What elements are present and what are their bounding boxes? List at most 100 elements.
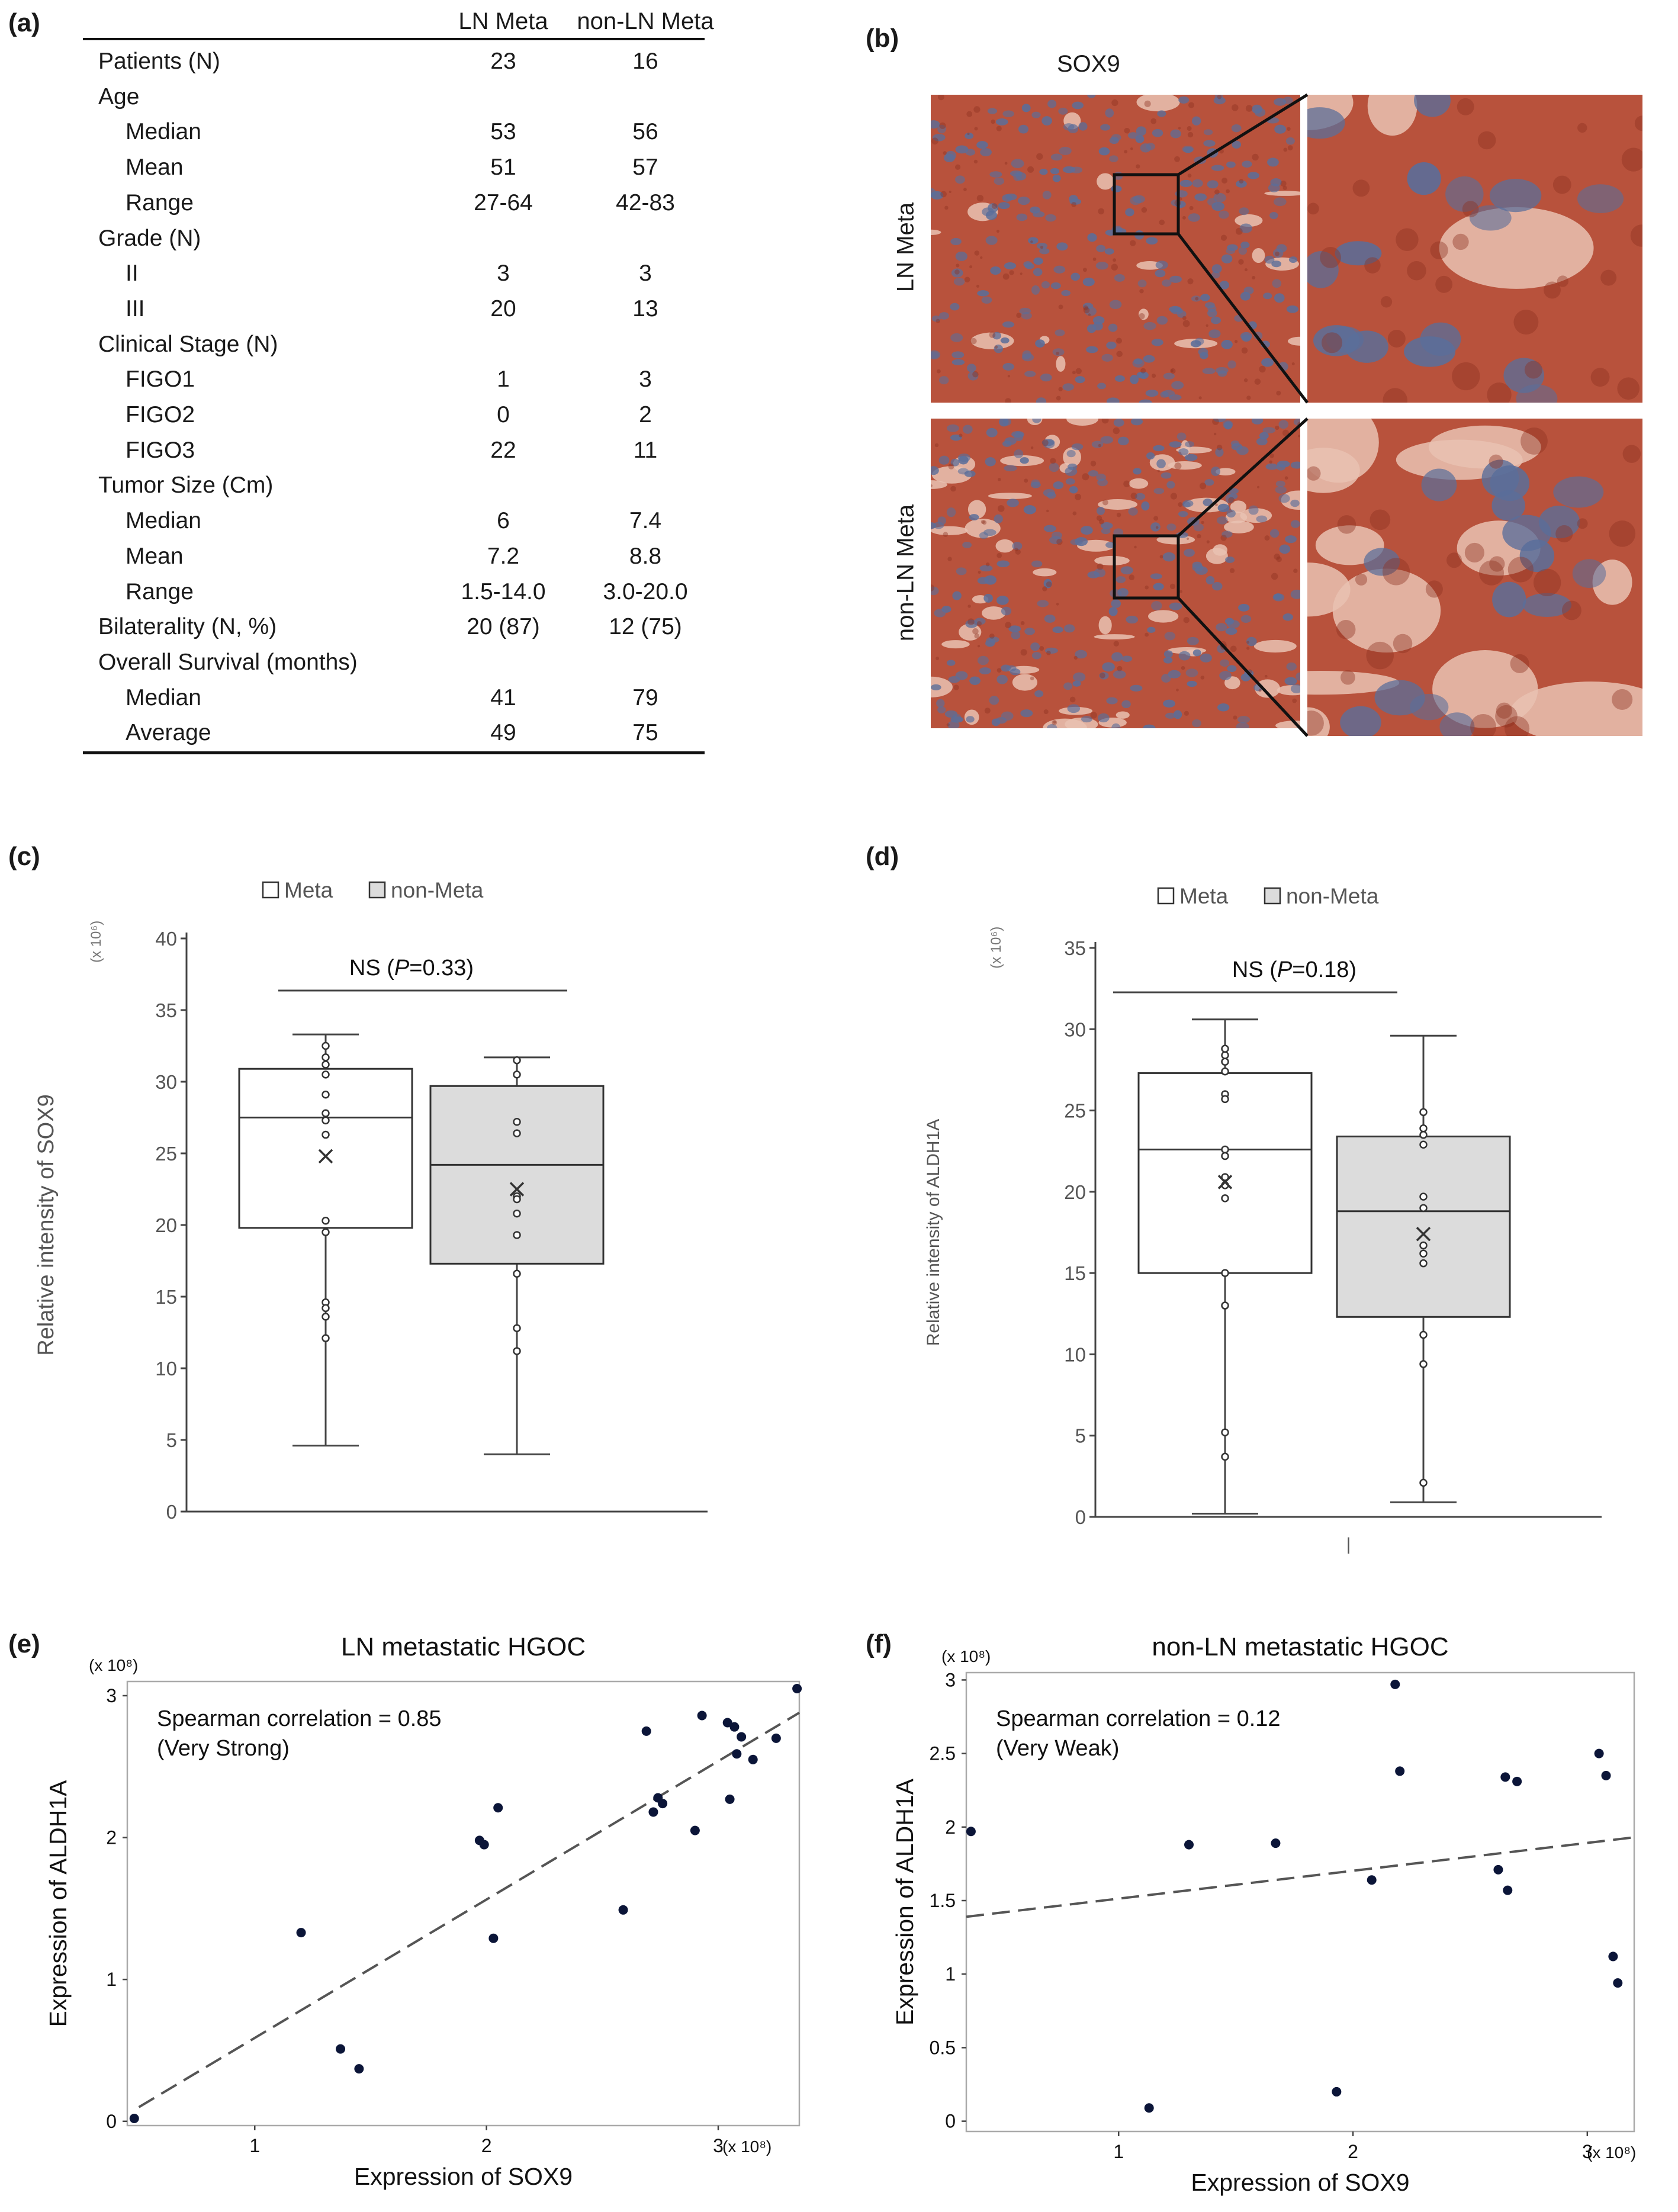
table-row-label: Bilaterality (N, %) — [98, 614, 277, 640]
cell-nucleus — [1117, 436, 1129, 446]
cell-nucleus — [1069, 198, 1082, 205]
data-point — [1221, 1173, 1229, 1181]
cell-nucleus — [931, 466, 939, 475]
cell-nucleus — [1070, 539, 1083, 545]
cell-nucleus — [1269, 529, 1280, 538]
cell-nucleus — [1239, 207, 1249, 216]
cell-nucleus — [986, 427, 998, 438]
cell-nucleus — [1274, 124, 1287, 134]
cell-nucleus — [1164, 632, 1176, 641]
stain-granule — [1380, 296, 1393, 308]
cell-nucleus — [1059, 146, 1072, 155]
cell-nucleus — [1290, 684, 1300, 693]
trend-line — [138, 1711, 801, 2108]
y-tick-label: 10 — [155, 1358, 177, 1380]
cell-nucleus — [1259, 432, 1269, 440]
stain-granule — [1577, 123, 1587, 133]
chart-title: LN metastatic HGOC — [341, 1632, 586, 1661]
stain-granule — [1320, 247, 1341, 268]
stroma-gap — [1432, 650, 1538, 728]
stain-granule — [1215, 503, 1218, 506]
cell-nucleus — [1211, 271, 1220, 279]
stain-granule — [1630, 224, 1642, 247]
stain-granule — [1276, 390, 1281, 396]
stain-granule — [964, 276, 970, 283]
cell-nucleus — [977, 290, 989, 297]
zoom-line-ln-bottom — [1177, 233, 1309, 404]
stain-granule — [1257, 486, 1260, 488]
cell-nucleus — [1004, 465, 1017, 472]
stain-granule — [1046, 509, 1049, 513]
cell-nucleus — [1176, 432, 1187, 441]
cell-nucleus — [1092, 316, 1105, 324]
legend-label-meta: Meta — [1179, 884, 1229, 908]
data-point — [641, 1726, 651, 1736]
cell-nucleus — [1101, 528, 1111, 535]
y-tick-label: 35 — [155, 999, 177, 1021]
stain-granule — [1098, 443, 1101, 448]
cell-nucleus — [1221, 339, 1233, 349]
stain-granule — [1056, 603, 1059, 606]
cell-nucleus — [1143, 355, 1155, 363]
cell-nucleus — [1113, 670, 1126, 679]
data-point — [513, 1195, 521, 1204]
cell-nucleus — [1236, 722, 1249, 728]
cell-nucleus — [1286, 662, 1297, 671]
stain-granule — [1228, 497, 1235, 504]
cell-nucleus — [1156, 459, 1166, 468]
data-point — [1419, 1478, 1428, 1487]
stain-granule — [1198, 396, 1202, 400]
cell-nucleus — [1130, 419, 1143, 426]
data-point — [322, 1116, 330, 1125]
cell-nucleus — [1128, 132, 1139, 139]
stroma-gap — [1367, 95, 1417, 136]
y-axis-unit: (x 10⁶) — [988, 927, 1004, 969]
cell-nucleus — [931, 586, 939, 596]
stain-granule — [1041, 439, 1049, 446]
cell-nucleus — [931, 315, 941, 322]
legend-swatch-non-meta — [1264, 887, 1281, 905]
stain-granule — [1090, 461, 1097, 467]
stain-granule — [1030, 676, 1034, 681]
stain-granule — [1352, 179, 1370, 197]
panel-label-d: (d) — [866, 842, 899, 871]
cell-nucleus — [985, 640, 995, 647]
cell-nucleus — [980, 148, 992, 157]
cell-nucleus — [1114, 274, 1125, 282]
cell-nucleus — [1157, 110, 1166, 117]
stain-granule — [1088, 313, 1091, 316]
cell-nucleus — [1070, 166, 1083, 173]
cell-nucleus — [1088, 470, 1099, 477]
stain-granule — [1337, 515, 1356, 534]
cell-nucleus — [979, 667, 991, 674]
cell-nucleus — [955, 175, 965, 184]
stain-granule — [1020, 620, 1025, 625]
stain-granule — [1292, 698, 1297, 703]
cell-nucleus — [1307, 107, 1345, 139]
cell-nucleus — [965, 133, 974, 139]
table-cell-ln-meta: 3 — [497, 261, 510, 287]
stroma-gap — [1098, 499, 1138, 510]
y-tick-label: 25 — [155, 1143, 177, 1165]
stain-granule — [1446, 552, 1462, 568]
cell-nucleus — [1221, 254, 1233, 263]
stain-granule — [934, 443, 939, 448]
stain-granule — [1140, 368, 1146, 374]
cell-nucleus — [1023, 261, 1033, 268]
cell-nucleus — [1219, 281, 1229, 290]
cell-nucleus — [1087, 95, 1096, 98]
y-axis-unit: (x 10⁸) — [89, 1656, 138, 1674]
stain-granule — [1246, 647, 1250, 650]
cell-nucleus — [934, 609, 946, 618]
cell-nucleus — [1236, 446, 1249, 455]
cell-nucleus — [1058, 107, 1068, 115]
cell-nucleus — [1028, 237, 1039, 245]
cell-nucleus — [1044, 615, 1056, 623]
stain-granule — [981, 520, 985, 524]
y-tick-label: 15 — [155, 1286, 177, 1308]
cell-nucleus — [1492, 581, 1526, 618]
cell-nucleus — [1268, 183, 1280, 192]
stain-granule — [1321, 332, 1343, 353]
data-point — [1395, 1766, 1405, 1776]
stain-granule — [1275, 252, 1280, 256]
